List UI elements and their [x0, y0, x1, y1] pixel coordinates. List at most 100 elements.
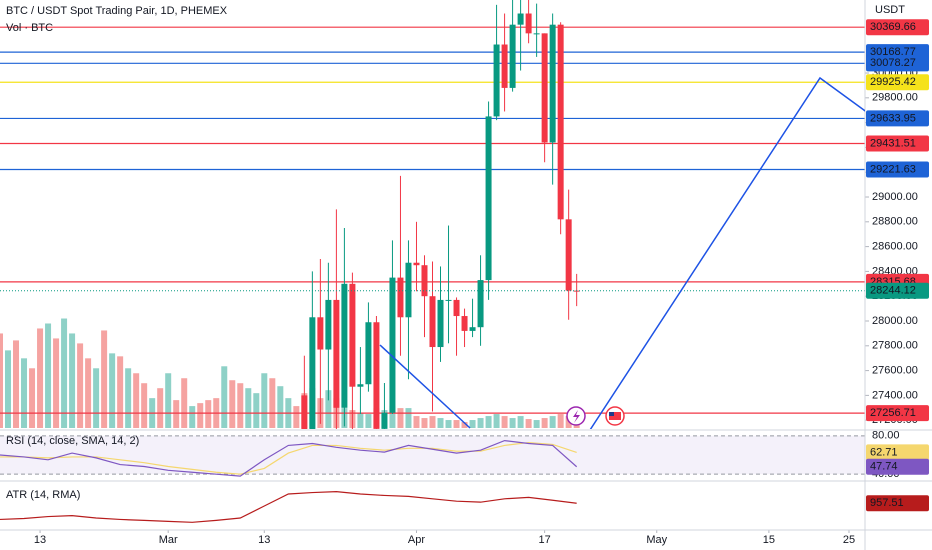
volume-bar [277, 386, 284, 428]
volume-bar [501, 416, 508, 428]
candle-body [557, 24, 564, 220]
volume-bar [365, 414, 372, 428]
volume-bar [85, 358, 92, 428]
atr-line [0, 490, 577, 523]
volume-bar [533, 420, 540, 428]
y-tick-label: 29000.00 [872, 191, 918, 203]
price-line-label-box [866, 55, 929, 72]
rsi-title: RSI (14, close, SMA, 14, 2) [6, 435, 139, 447]
volume-bar [165, 373, 172, 428]
chart-title: BTC / USDT Spot Trading Pair, 1D, PHEMEX [6, 5, 228, 17]
volume-bar [197, 403, 204, 428]
volume-bar [229, 380, 236, 428]
volume-bar [205, 400, 212, 428]
currency-label: USDT [875, 4, 905, 16]
rsi-band [0, 435, 865, 475]
x-tick-label: 15 [763, 534, 775, 546]
volume-bar [157, 388, 164, 428]
candle-body [325, 299, 332, 350]
rsi-label-box [866, 458, 929, 475]
y-tick-label: 28000.00 [872, 315, 918, 327]
candle-body [389, 277, 396, 413]
candle-body [397, 277, 404, 318]
candle-body [301, 395, 308, 429]
candle-body [349, 283, 356, 387]
rsi-sma-label-box [866, 444, 929, 461]
atr-label: 957.51 [870, 497, 904, 509]
volume-bar [421, 418, 428, 428]
volume-bar [261, 373, 268, 428]
candle-body [509, 24, 516, 88]
volume-bar [125, 368, 132, 428]
x-tick-label: 25 [843, 534, 855, 546]
trend-line [379, 344, 471, 429]
candle-body [413, 262, 420, 266]
rsi-pane [0, 435, 865, 477]
volume-bar [357, 413, 364, 428]
volume-bar [445, 420, 452, 428]
volume-bar [293, 406, 300, 428]
volume-bar [413, 416, 420, 428]
x-tick-label: 13 [34, 534, 46, 546]
rsi-sma-line [0, 441, 577, 475]
candle-body [501, 44, 508, 88]
volume-bar [53, 338, 60, 428]
price-line-label: 27256.71 [870, 407, 916, 419]
y-tick-label: 27400.00 [872, 389, 918, 401]
volume-bar [37, 328, 44, 428]
candle-body [309, 317, 316, 429]
candle-body [341, 283, 348, 408]
volume-bar [0, 333, 3, 428]
volume-bar [181, 378, 188, 428]
volume-bar [557, 414, 564, 428]
volume-bar [173, 400, 180, 428]
x-tick-label: May [646, 534, 667, 546]
x-tick-label: Apr [408, 534, 425, 546]
x-tick-label: 17 [539, 534, 551, 546]
price-line-label: 29925.42 [870, 76, 916, 88]
rsi-level-label: 80.00 [872, 430, 900, 442]
volume-bar [453, 420, 460, 428]
volume-bar [509, 418, 516, 428]
axes: 27200.0027400.0027600.0027800.0028000.00… [34, 19, 929, 546]
candle-body [445, 299, 452, 301]
volume-bar [117, 356, 124, 428]
volume-bar [549, 416, 556, 428]
flag-glyph [609, 412, 614, 416]
candle-body [405, 262, 412, 318]
candle-body [469, 327, 476, 331]
y-tick-label: 27600.00 [872, 365, 918, 377]
current-price-label-box [866, 282, 929, 299]
volume-bar [405, 408, 412, 428]
candle-body [437, 299, 444, 348]
volume-bar [269, 378, 276, 428]
volume-bar [77, 343, 84, 428]
candle-body [429, 296, 436, 348]
volume-bar [525, 419, 532, 428]
volume-bar [493, 414, 500, 428]
rsi-sma-label: 62.71 [870, 446, 898, 458]
price-pane [0, 0, 865, 429]
volume-bar [69, 333, 76, 428]
volume-bar [469, 420, 476, 428]
price-line-label-box [866, 74, 929, 91]
flag-glyph [609, 412, 621, 420]
candle-body [333, 299, 340, 408]
price-line-label: 29633.95 [870, 112, 916, 124]
candle-body [533, 33, 540, 35]
volume-bar [389, 406, 396, 428]
candle-body [365, 322, 372, 385]
lightning-glyph [573, 410, 580, 423]
drawings [379, 76, 865, 429]
atr-pane [0, 490, 577, 523]
volume-bar [477, 418, 484, 428]
volume-bar [93, 368, 100, 428]
volume-bar [221, 366, 228, 428]
volume-bar [461, 422, 468, 428]
price-line-label-box [866, 161, 929, 178]
candle-body [357, 384, 364, 387]
volume-bar [397, 408, 404, 428]
overlay-labels: BTC / USDT Spot Trading Pair, 1D, PHEMEX… [6, 4, 905, 501]
volume-bar [13, 340, 20, 428]
volume-bar [101, 330, 108, 428]
